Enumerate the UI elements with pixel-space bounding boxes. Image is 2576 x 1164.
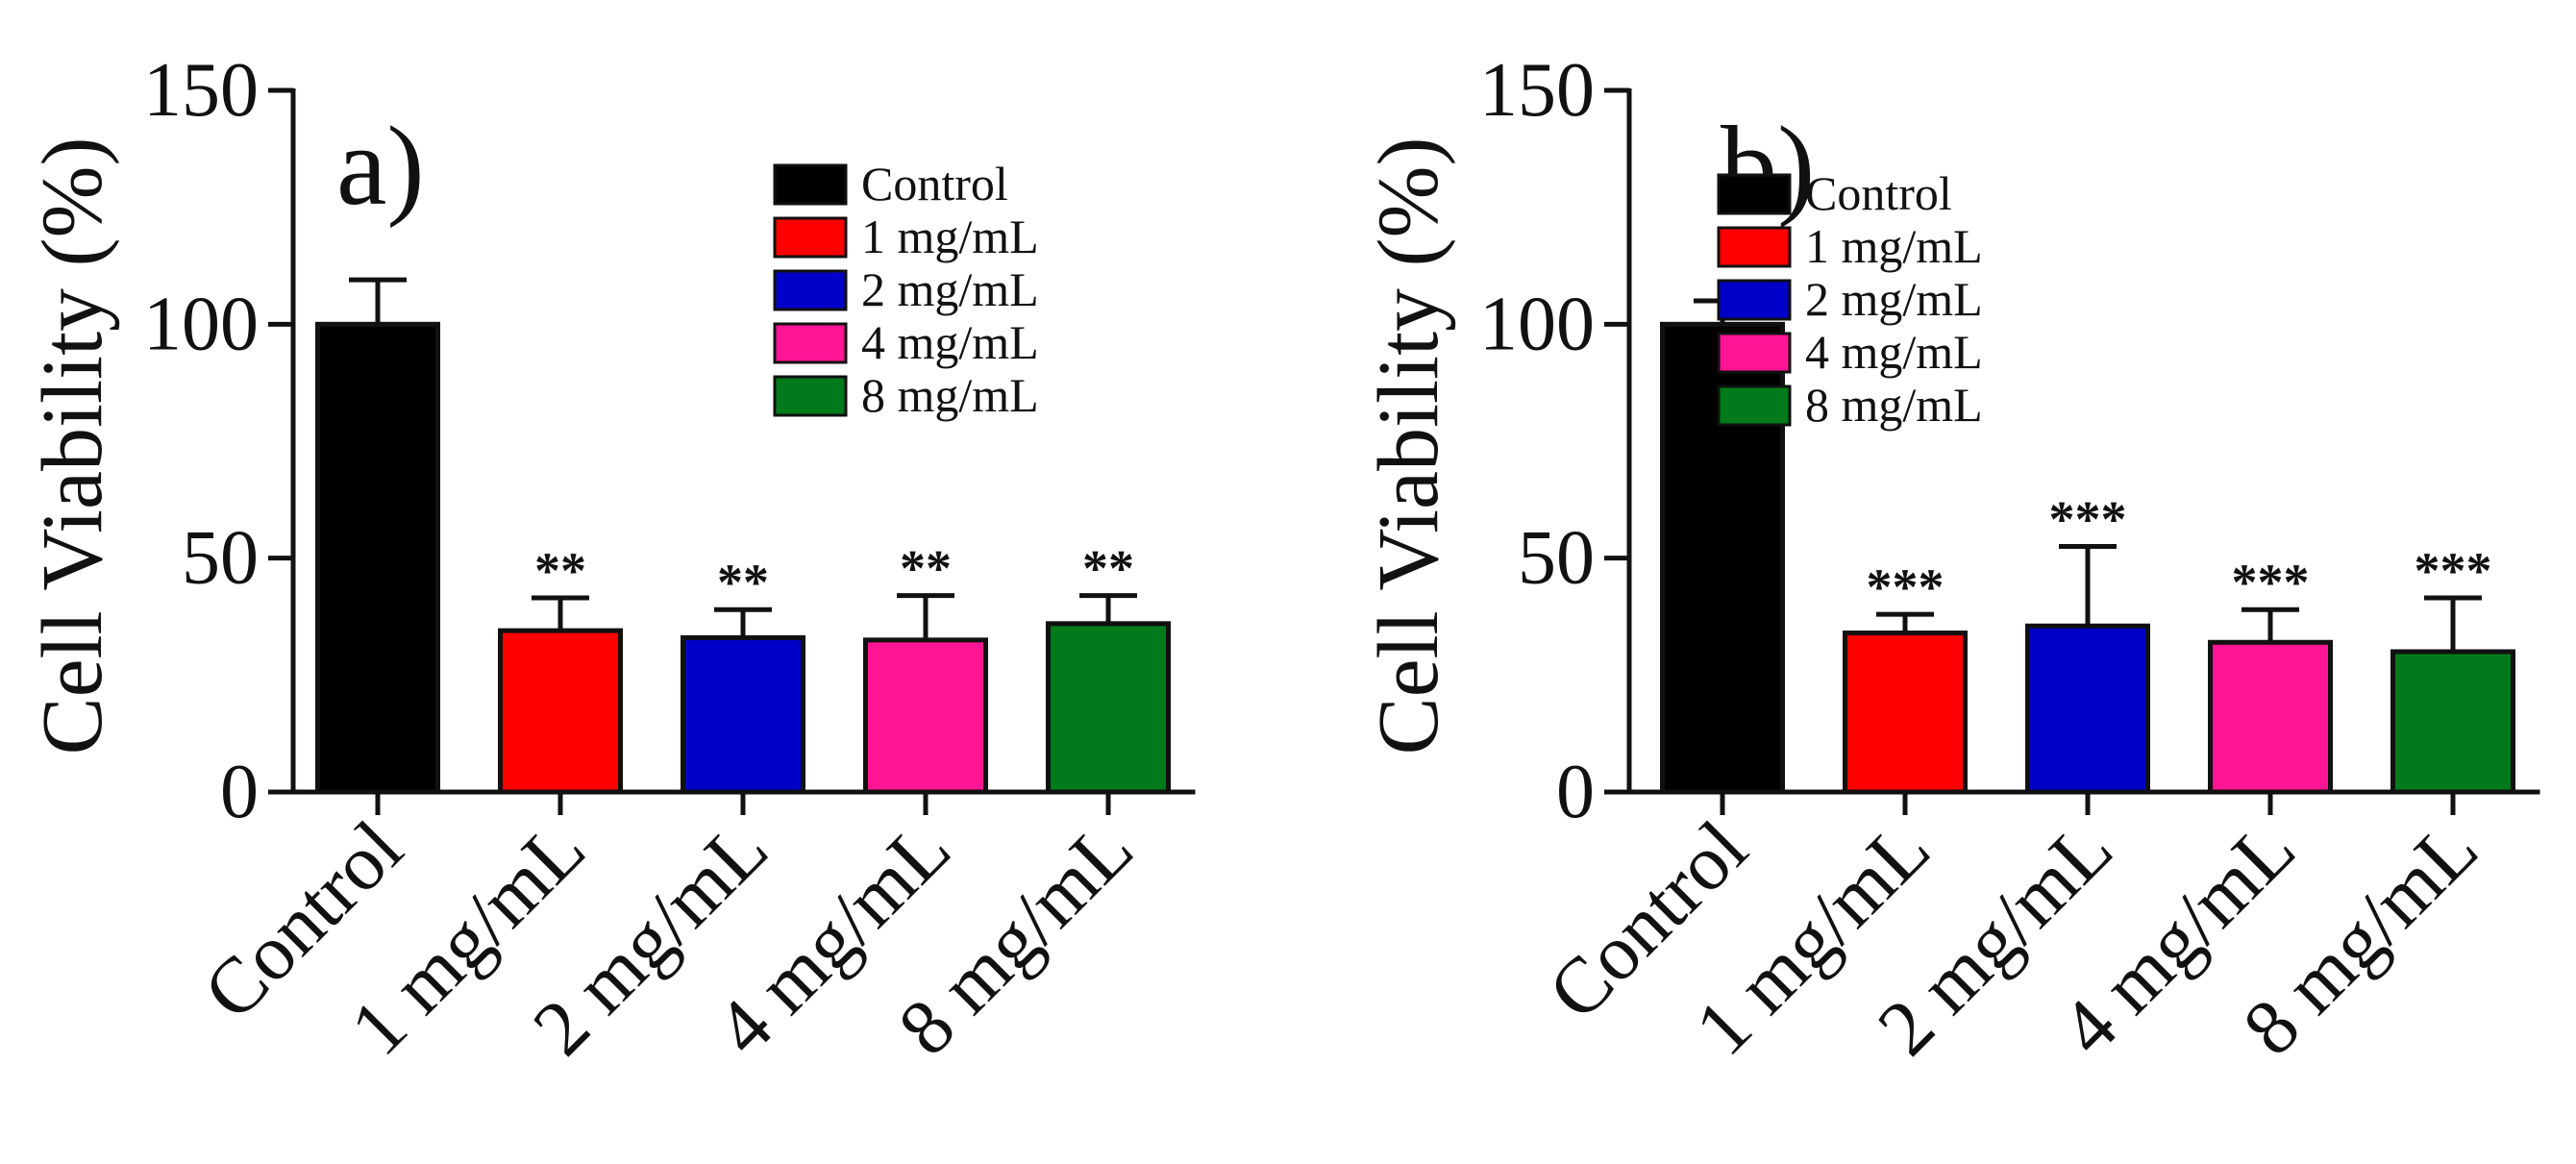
y-tick-label: 50	[1518, 516, 1595, 601]
legend-label: 1 mg/mL	[861, 210, 1039, 263]
legend-swatch	[1717, 279, 1792, 321]
y-tick-label: 150	[1479, 48, 1595, 133]
legend-swatch	[1717, 173, 1792, 215]
legend-label: 4 mg/mL	[1805, 325, 1983, 379]
legend-swatch	[1717, 332, 1792, 374]
significance-marker: **	[1082, 540, 1134, 598]
significance-marker: **	[717, 554, 769, 611]
legend-swatch	[1717, 384, 1792, 427]
legend-swatch	[773, 269, 848, 311]
y-tick-label: 100	[143, 282, 259, 366]
legend-swatch	[773, 375, 848, 417]
y-tick-label: 100	[1479, 282, 1595, 366]
bar	[498, 628, 623, 795]
y-axis-title: Cell Viability (%)	[25, 137, 120, 755]
y-tick-label: 150	[143, 48, 259, 133]
legend-label: 8 mg/mL	[1805, 378, 1983, 432]
legend-label: Control	[1805, 166, 1952, 220]
bar	[2390, 649, 2515, 795]
significance-marker: **	[534, 542, 586, 600]
significance-marker: **	[900, 540, 952, 598]
legend-swatch	[773, 322, 848, 364]
bar	[315, 321, 440, 795]
significance-marker: ***	[2232, 554, 2310, 611]
panel-label: a)	[336, 103, 425, 229]
bar	[1843, 631, 1968, 795]
legend-label: 1 mg/mL	[1805, 219, 1983, 273]
chart-a: 0 50 100 150 Cell Viability (%) a) Control ** 1 …	[25, 48, 1196, 1072]
y-tick-label: 0	[220, 750, 259, 834]
legend-swatch	[1717, 226, 1792, 268]
y-axis-title: Cell Viability (%)	[1361, 137, 1456, 755]
significance-marker: ***	[2049, 491, 2127, 549]
y-tick-label: 0	[1556, 750, 1595, 834]
legend-swatch	[773, 163, 848, 206]
y-tick-label: 50	[182, 516, 259, 601]
legend-label: 4 mg/mL	[861, 315, 1039, 369]
bar	[2025, 623, 2150, 795]
bar	[681, 634, 805, 795]
significance-marker: ***	[2415, 542, 2492, 600]
legend-swatch	[773, 216, 848, 259]
bar	[863, 637, 988, 795]
legend-label: 2 mg/mL	[1805, 272, 1983, 326]
legend-label: 2 mg/mL	[861, 262, 1039, 316]
bar	[2208, 639, 2333, 795]
significance-marker: ***	[1867, 558, 1944, 616]
legend-label: 8 mg/mL	[861, 368, 1039, 422]
bar	[1046, 621, 1171, 795]
legend-label: Control	[861, 157, 1008, 211]
